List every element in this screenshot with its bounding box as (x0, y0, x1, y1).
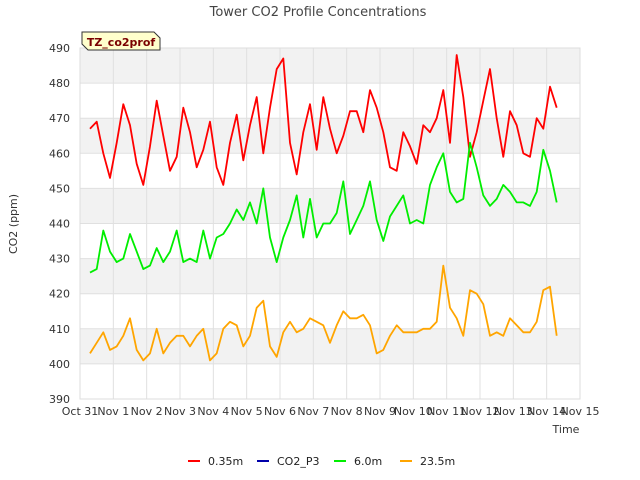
x-tick-label: Oct 31 (62, 405, 99, 418)
plot-band (80, 328, 580, 364)
x-tick-label: Nov 7 (297, 405, 329, 418)
y-tick-label: 460 (49, 147, 70, 160)
x-tick-label: Nov 4 (197, 405, 229, 418)
y-tick-label: 490 (49, 42, 70, 55)
legend-label-6.0m: 6.0m (354, 455, 382, 468)
y-tick-label: 390 (49, 393, 70, 406)
x-tick-label: Nov 11 (427, 405, 466, 418)
plot-band (80, 258, 580, 294)
legend: 0.35m CO2_P3 6.0m 23.5m (188, 455, 455, 468)
y-tick-label: 480 (49, 77, 70, 90)
x-tick-labels: Oct 31 Nov 1 Nov 2 Nov 3 Nov 4 Nov 5 Nov 6 Nov … (62, 405, 600, 418)
y-tick-label: 420 (49, 288, 70, 301)
x-tick-label: Nov 3 (164, 405, 196, 418)
x-axis-label: Time (552, 423, 580, 436)
y-tick-label: 440 (49, 218, 70, 231)
plot-band (80, 188, 580, 224)
site-badge: TZ_co2prof (81, 31, 161, 51)
site-badge-label: TZ_co2prof (87, 36, 156, 49)
y-axis-label: CO2 (ppm) (7, 194, 20, 254)
y-tick-label: 430 (49, 253, 70, 266)
x-tick-label: Nov 1 (97, 405, 129, 418)
x-tick-label: Nov 5 (231, 405, 263, 418)
x-tick-label: Nov 6 (264, 405, 296, 418)
series-group (89, 54, 558, 362)
legend-label-0.35m: 0.35m (208, 455, 243, 468)
x-tick-label: Nov 8 (331, 405, 363, 418)
y-tick-label: 450 (49, 182, 70, 195)
y-tick-label: 400 (49, 358, 70, 371)
series-line-6.0m (89, 141, 558, 274)
x-tick-label: Nov 14 (527, 405, 566, 418)
plot-band (80, 48, 580, 84)
x-tick-label: Nov 15 (561, 405, 600, 418)
series-line-23.5m (89, 264, 558, 362)
x-tick-label: Nov 2 (131, 405, 163, 418)
x-tick-label: Nov 13 (494, 405, 533, 418)
y-tick-label: 410 (49, 323, 70, 336)
y-tick-labels: 390 400 410 420 430 440 450 460 470 480 490 (49, 42, 70, 406)
chart-title: Tower CO2 Profile Concentrations (209, 5, 427, 20)
legend-label-23.5m: 23.5m (420, 455, 455, 468)
x-tick-label: Nov 12 (461, 405, 500, 418)
plot-frame (79, 47, 581, 400)
x-tick-label: Nov 9 (364, 405, 396, 418)
legend-label-CO2_P3: CO2_P3 (277, 455, 319, 468)
y-tick-label: 470 (49, 112, 70, 125)
x-tick-label: Nov 10 (394, 405, 433, 418)
series-line-0.35m (89, 54, 558, 186)
site-badge-box (81, 31, 161, 51)
